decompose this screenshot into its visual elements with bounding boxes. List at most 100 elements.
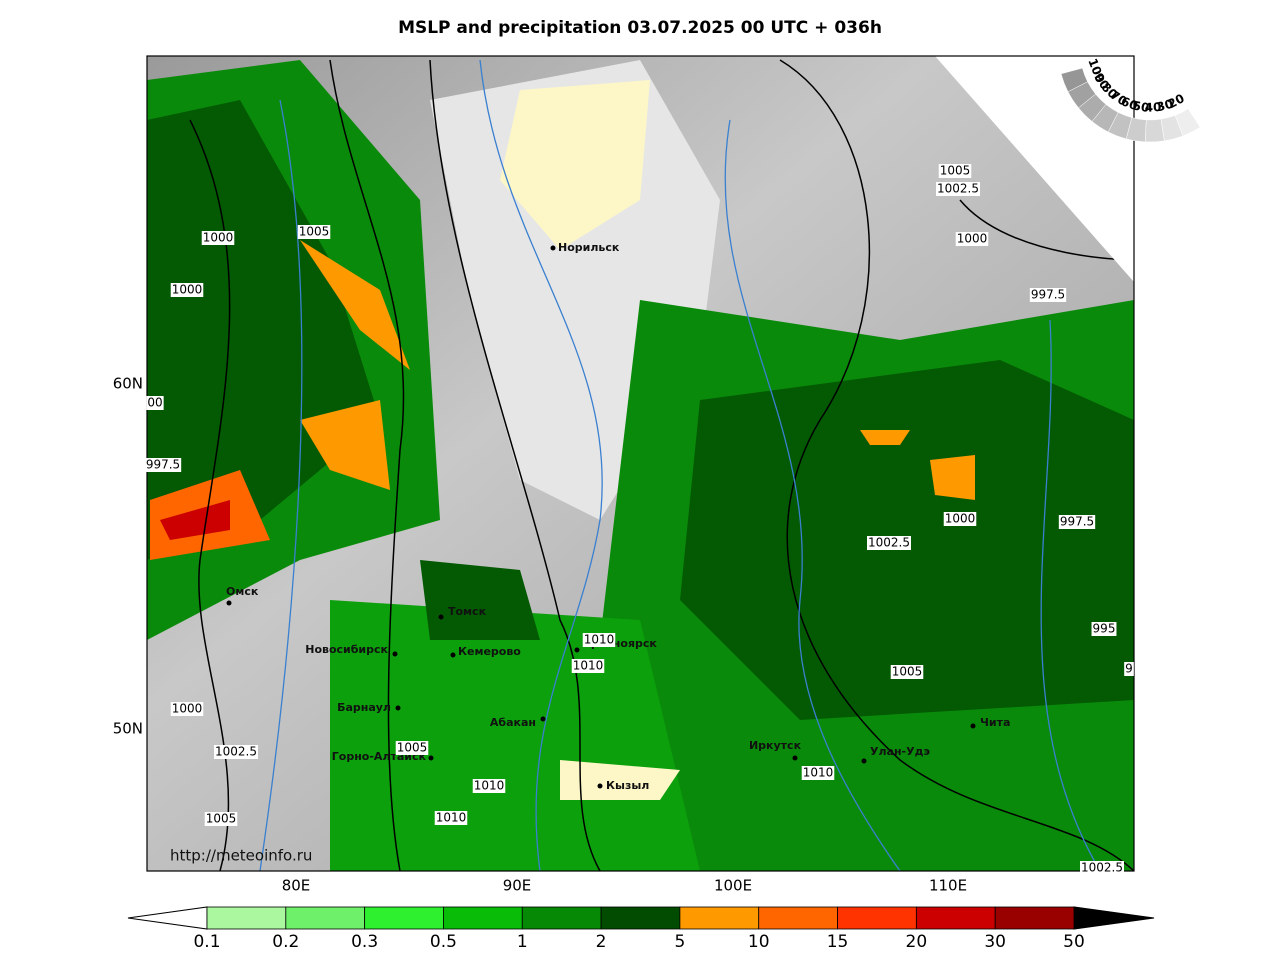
cloud-label: 20 bbox=[1165, 91, 1186, 111]
isobar-label: 1000 bbox=[203, 231, 234, 245]
colorbar-label: 0.5 bbox=[430, 932, 457, 952]
isobar-label-box bbox=[571, 659, 605, 673]
isobar-label: 00 bbox=[147, 396, 162, 410]
city-label: Томск bbox=[448, 605, 487, 618]
city-dot bbox=[574, 647, 580, 653]
colorbar-label: 15 bbox=[827, 932, 849, 952]
isobar-label: 1000 bbox=[172, 283, 203, 297]
isobar-label: 997.5 bbox=[146, 458, 180, 472]
isobar-label: 1005 bbox=[940, 164, 971, 178]
city-label: Кызыл bbox=[606, 779, 649, 792]
city-label: Норильск bbox=[558, 241, 620, 254]
colorbar-swatch bbox=[994, 906, 1075, 930]
isobar-label-box bbox=[170, 283, 204, 297]
colorbar-label: 0.3 bbox=[351, 932, 378, 952]
city-dot bbox=[226, 600, 232, 606]
isobar-label: 995 bbox=[1093, 622, 1116, 636]
lon-label: 90E bbox=[503, 877, 532, 895]
isobar-label: 1005 bbox=[892, 665, 923, 679]
isobar-label-box bbox=[395, 741, 429, 755]
city-label: Новосибирск bbox=[305, 643, 388, 656]
colorbar-swatch bbox=[443, 906, 523, 930]
lat-label: 50N bbox=[113, 720, 143, 738]
isobar-label-box bbox=[801, 766, 835, 780]
city-label: Абакан bbox=[490, 716, 536, 729]
colorbar-label: 30 bbox=[984, 932, 1006, 952]
isobar-label-box bbox=[936, 182, 980, 196]
isobar-label-box bbox=[434, 811, 468, 825]
city-label: Иркутск bbox=[749, 739, 802, 752]
isobar-label: 1010 bbox=[584, 633, 615, 647]
isobar-label: 1010 bbox=[803, 766, 834, 780]
colorbar-label: 50 bbox=[1063, 932, 1085, 952]
isobar-label: 1000 bbox=[945, 512, 976, 526]
city-dot bbox=[550, 245, 556, 251]
isobar-label-box bbox=[943, 512, 977, 526]
colorbar-label: 1 bbox=[517, 932, 528, 952]
isobar-label-box bbox=[955, 232, 989, 246]
city-dot bbox=[428, 755, 434, 761]
city-dot bbox=[395, 705, 401, 711]
colorbar-swatch bbox=[915, 906, 996, 930]
cloud-label: 40 bbox=[1144, 100, 1161, 115]
isobar-label: 1000 bbox=[172, 702, 203, 716]
city-dot bbox=[792, 755, 798, 761]
colorbar-swatch bbox=[679, 906, 760, 930]
isobar-label-box bbox=[1058, 515, 1096, 529]
isobar-label: 1010 bbox=[573, 659, 604, 673]
isobar-label-box bbox=[297, 225, 331, 239]
isobar-label: 1005 bbox=[299, 225, 330, 239]
colorbar-swatch bbox=[206, 906, 287, 930]
colorbar-label: 0.2 bbox=[272, 932, 299, 952]
city-label: Кемерово bbox=[458, 645, 521, 658]
isobar-label-box bbox=[144, 458, 182, 472]
isobar-label: 1000 bbox=[957, 232, 988, 246]
isobar-label: 997.5 bbox=[1060, 515, 1094, 529]
city-dot bbox=[540, 716, 546, 722]
isobar-label-box bbox=[867, 536, 911, 550]
city-dot bbox=[861, 758, 867, 764]
isobar-label: 1002.5 bbox=[215, 745, 257, 759]
isobar-label: 1005 bbox=[397, 741, 428, 755]
lon-label: 100E bbox=[714, 877, 752, 895]
isobar-label-box bbox=[1091, 622, 1117, 636]
colorbar-swatch bbox=[364, 906, 444, 930]
isobar-label-box bbox=[214, 745, 258, 759]
colorbar-label: 0.1 bbox=[193, 932, 220, 952]
city-label: Улан-Удэ bbox=[870, 745, 930, 758]
isobar-label: 1010 bbox=[474, 779, 505, 793]
isobar-label-box bbox=[204, 812, 238, 826]
isobar-label-box bbox=[201, 231, 235, 245]
isobar-label-box bbox=[170, 702, 204, 716]
colorbar-swatch bbox=[758, 906, 838, 930]
colorbar-max bbox=[1073, 906, 1155, 930]
isobar-label-box bbox=[1029, 288, 1067, 302]
isobar-label: 1002.5 bbox=[868, 536, 910, 550]
colorbar-min bbox=[127, 906, 208, 930]
isobar-label-box bbox=[1124, 662, 1134, 676]
colorbar-swatch bbox=[837, 906, 917, 930]
lat-label: 60N bbox=[113, 375, 143, 393]
title: MSLP and precipitation 03.07.2025 00 UTC… bbox=[398, 18, 882, 38]
city-label: Барнаул bbox=[337, 701, 391, 714]
isobar-label-box bbox=[890, 665, 924, 679]
isobar-label-box bbox=[582, 633, 616, 647]
colorbar-label: 20 bbox=[906, 932, 928, 952]
credit: http://meteoinfo.ru bbox=[170, 847, 312, 865]
isobar-label-box bbox=[1080, 861, 1124, 875]
colorbar-label: 5 bbox=[674, 932, 685, 952]
isobar-label: 9 bbox=[1125, 662, 1133, 676]
isobar-label: 1010 bbox=[436, 811, 467, 825]
colorbar-label: 2 bbox=[596, 932, 607, 952]
lon-label: 80E bbox=[282, 877, 311, 895]
city-label: Чита bbox=[980, 716, 1010, 729]
colorbar-swatch bbox=[521, 906, 602, 930]
isobar-label: 1002.5 bbox=[937, 182, 979, 196]
lon-label: 110E bbox=[929, 877, 967, 895]
isobar-label: 1002.5 bbox=[1081, 861, 1123, 875]
city-dot bbox=[450, 652, 456, 658]
city-label: Омск bbox=[226, 585, 259, 598]
cloud-swatch bbox=[1174, 108, 1201, 137]
isobar-label-box bbox=[938, 164, 972, 178]
